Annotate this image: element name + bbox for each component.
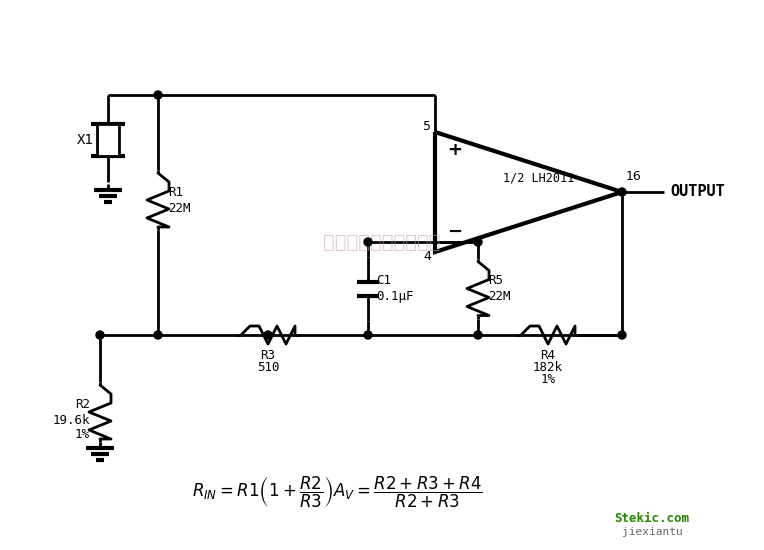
Text: 1%: 1%: [540, 373, 555, 386]
Text: R1: R1: [168, 185, 183, 199]
Text: 510: 510: [257, 361, 280, 374]
Text: 5: 5: [423, 120, 431, 134]
Bar: [97, 124, 119, 156]
Text: Stekic.com: Stekic.com: [614, 512, 689, 525]
Text: 22M: 22M: [168, 201, 190, 214]
Text: jiexiantu: jiexiantu: [622, 527, 682, 537]
Circle shape: [364, 238, 372, 246]
Text: 0.1μF: 0.1μF: [376, 290, 413, 303]
Text: 杭州络睿科技有限公司: 杭州络睿科技有限公司: [323, 233, 441, 251]
Text: OUTPUT: OUTPUT: [670, 184, 725, 200]
Text: +: +: [448, 141, 462, 159]
Text: R2: R2: [75, 398, 90, 410]
Circle shape: [474, 331, 482, 339]
Circle shape: [154, 331, 162, 339]
Circle shape: [364, 331, 372, 339]
Text: −: −: [448, 223, 462, 241]
Circle shape: [264, 331, 272, 339]
Text: 22M: 22M: [488, 290, 510, 303]
Text: 1/2 LH2011: 1/2 LH2011: [503, 172, 574, 184]
Text: 4: 4: [423, 250, 431, 262]
Circle shape: [618, 331, 626, 339]
Circle shape: [96, 331, 104, 339]
Text: 16: 16: [626, 169, 642, 183]
Text: R5: R5: [488, 274, 503, 287]
Text: R4: R4: [540, 349, 555, 362]
Text: 182k: 182k: [533, 361, 563, 374]
Text: 19.6k: 19.6k: [53, 414, 90, 426]
Text: R3: R3: [261, 349, 276, 362]
Text: $R_{IN} = R1\left(1 + \dfrac{R2}{R3}\right)A_V = \dfrac{R2 + R3 + R4}{R2 + R3}$: $R_{IN} = R1\left(1 + \dfrac{R2}{R3}\rig…: [192, 475, 483, 510]
Text: C1: C1: [376, 274, 391, 287]
Circle shape: [154, 91, 162, 99]
Circle shape: [474, 238, 482, 246]
Circle shape: [618, 188, 626, 196]
Text: 1%: 1%: [75, 427, 90, 441]
Text: X1: X1: [77, 133, 94, 147]
